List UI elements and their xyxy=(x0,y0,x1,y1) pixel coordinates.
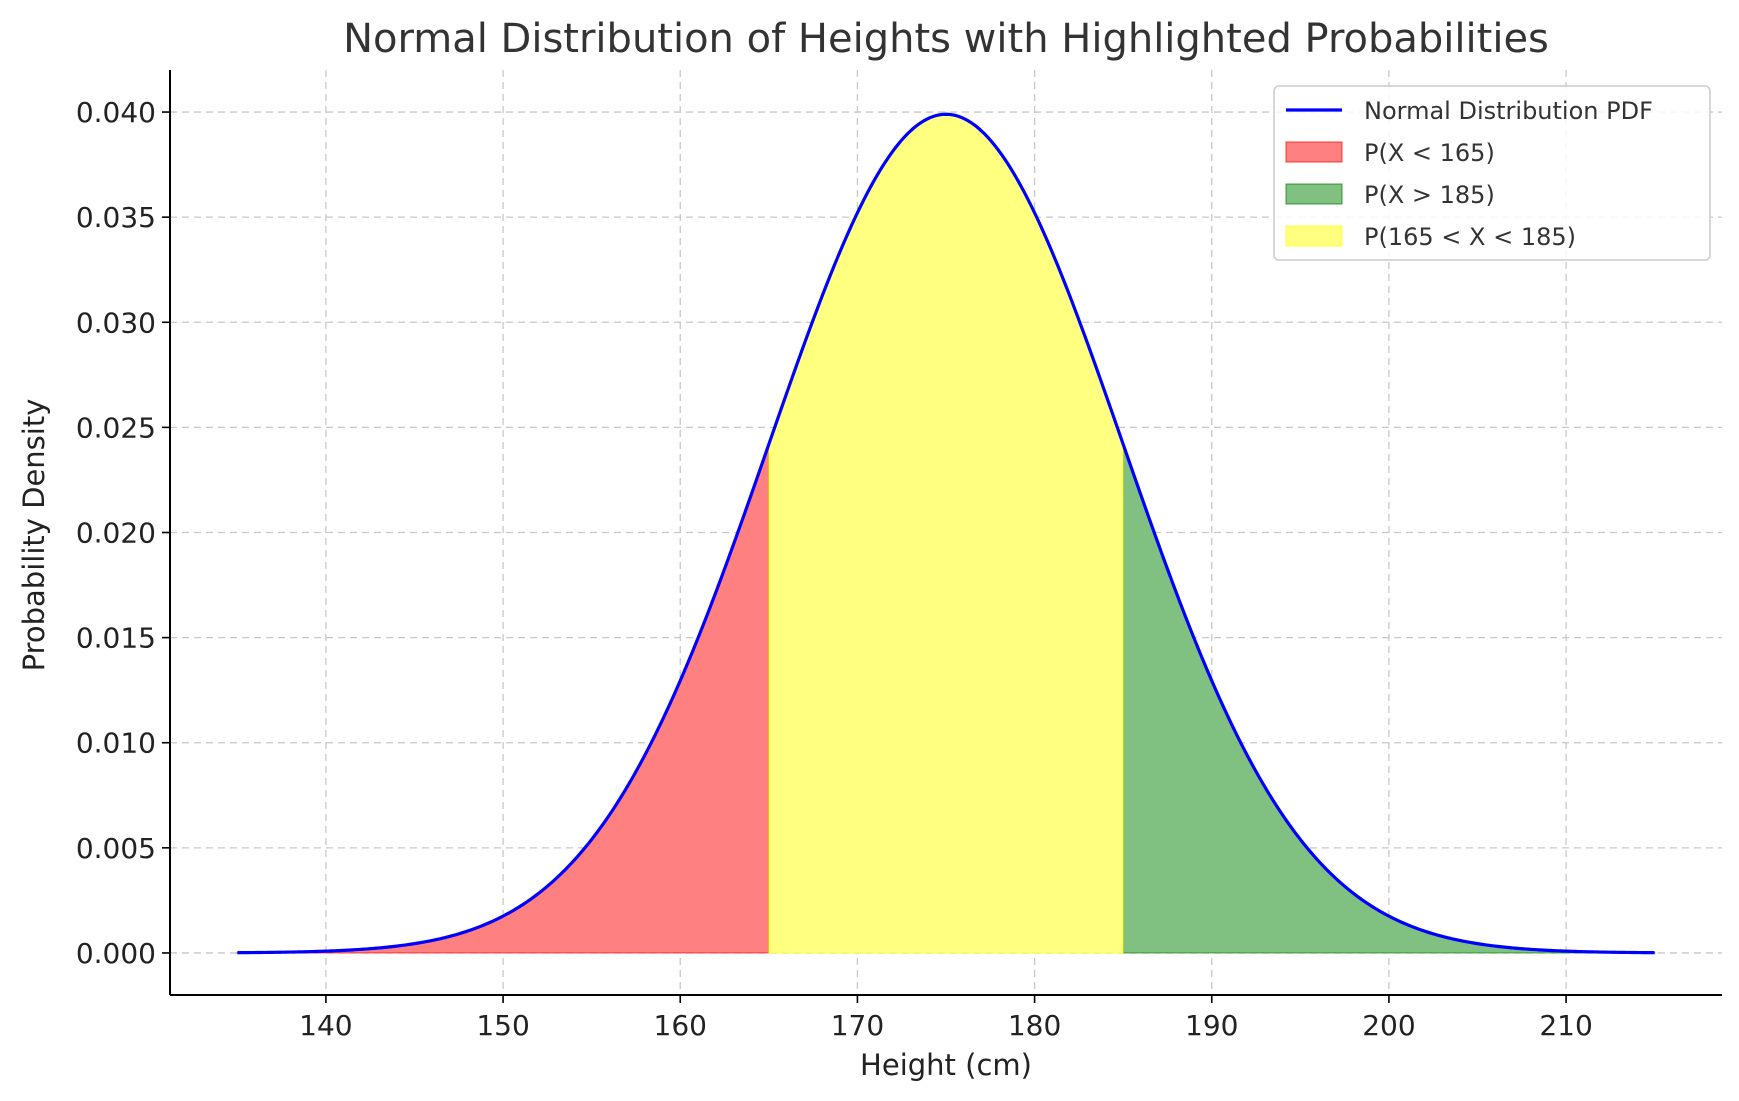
y-tick-label: 0.035 xyxy=(76,201,156,234)
legend-label-pdf: Normal Distribution PDF xyxy=(1364,97,1653,125)
x-tick-label: 180 xyxy=(1008,1009,1061,1042)
chart-title: Normal Distribution of Heights with High… xyxy=(343,16,1549,62)
y-tick-label: 0.005 xyxy=(76,832,156,865)
legend-label-region-3: P(165 < X < 185) xyxy=(1364,223,1576,251)
legend-key-region-3 xyxy=(1285,225,1343,247)
x-tick-label: 170 xyxy=(831,1009,884,1042)
y-tick-label: 0.020 xyxy=(76,517,156,550)
x-tick-label: 210 xyxy=(1539,1009,1592,1042)
tick-labels: 140 150 160 170 180 190 200 210 0.000 0.005 0.010 0… xyxy=(76,96,1593,1042)
x-tick-label: 150 xyxy=(476,1009,529,1042)
y-tick-label: 0.030 xyxy=(76,306,156,339)
y-tick-label: 0.025 xyxy=(76,411,156,444)
x-tick-label: 140 xyxy=(299,1009,352,1042)
legend-box xyxy=(1273,85,1711,261)
y-tick-label: 0.000 xyxy=(76,937,156,970)
pdf-curve-line xyxy=(237,112,1655,955)
x-tick-label: 160 xyxy=(654,1009,707,1042)
x-tick-label: 200 xyxy=(1362,1009,1415,1042)
legend: Normal Distribution PDF P(X < 165) P(X > 1… xyxy=(1273,85,1711,261)
y-tick-label: 0.010 xyxy=(76,727,156,760)
y-tick-label: 0.015 xyxy=(76,622,156,655)
pdf-curve-layer xyxy=(237,112,1655,955)
legend-label-region-2: P(X > 185) xyxy=(1364,181,1495,209)
legend-label-region-1: P(X < 165) xyxy=(1364,139,1495,167)
y-tick-label: 0.040 xyxy=(76,96,156,129)
x-tick-label: 190 xyxy=(1185,1009,1238,1042)
legend-key-region-1 xyxy=(1285,141,1343,163)
x-axis-label: Height (cm) xyxy=(860,1048,1032,1082)
y-axis-label: Probability Density xyxy=(17,399,51,672)
legend-key-region-2 xyxy=(1285,183,1343,205)
